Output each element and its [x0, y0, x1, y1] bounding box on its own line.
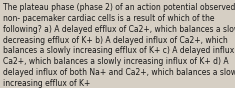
Text: The plateau phase (phase 2) of an action potential observed in
non- pacemaker ca: The plateau phase (phase 2) of an action…	[3, 3, 235, 88]
